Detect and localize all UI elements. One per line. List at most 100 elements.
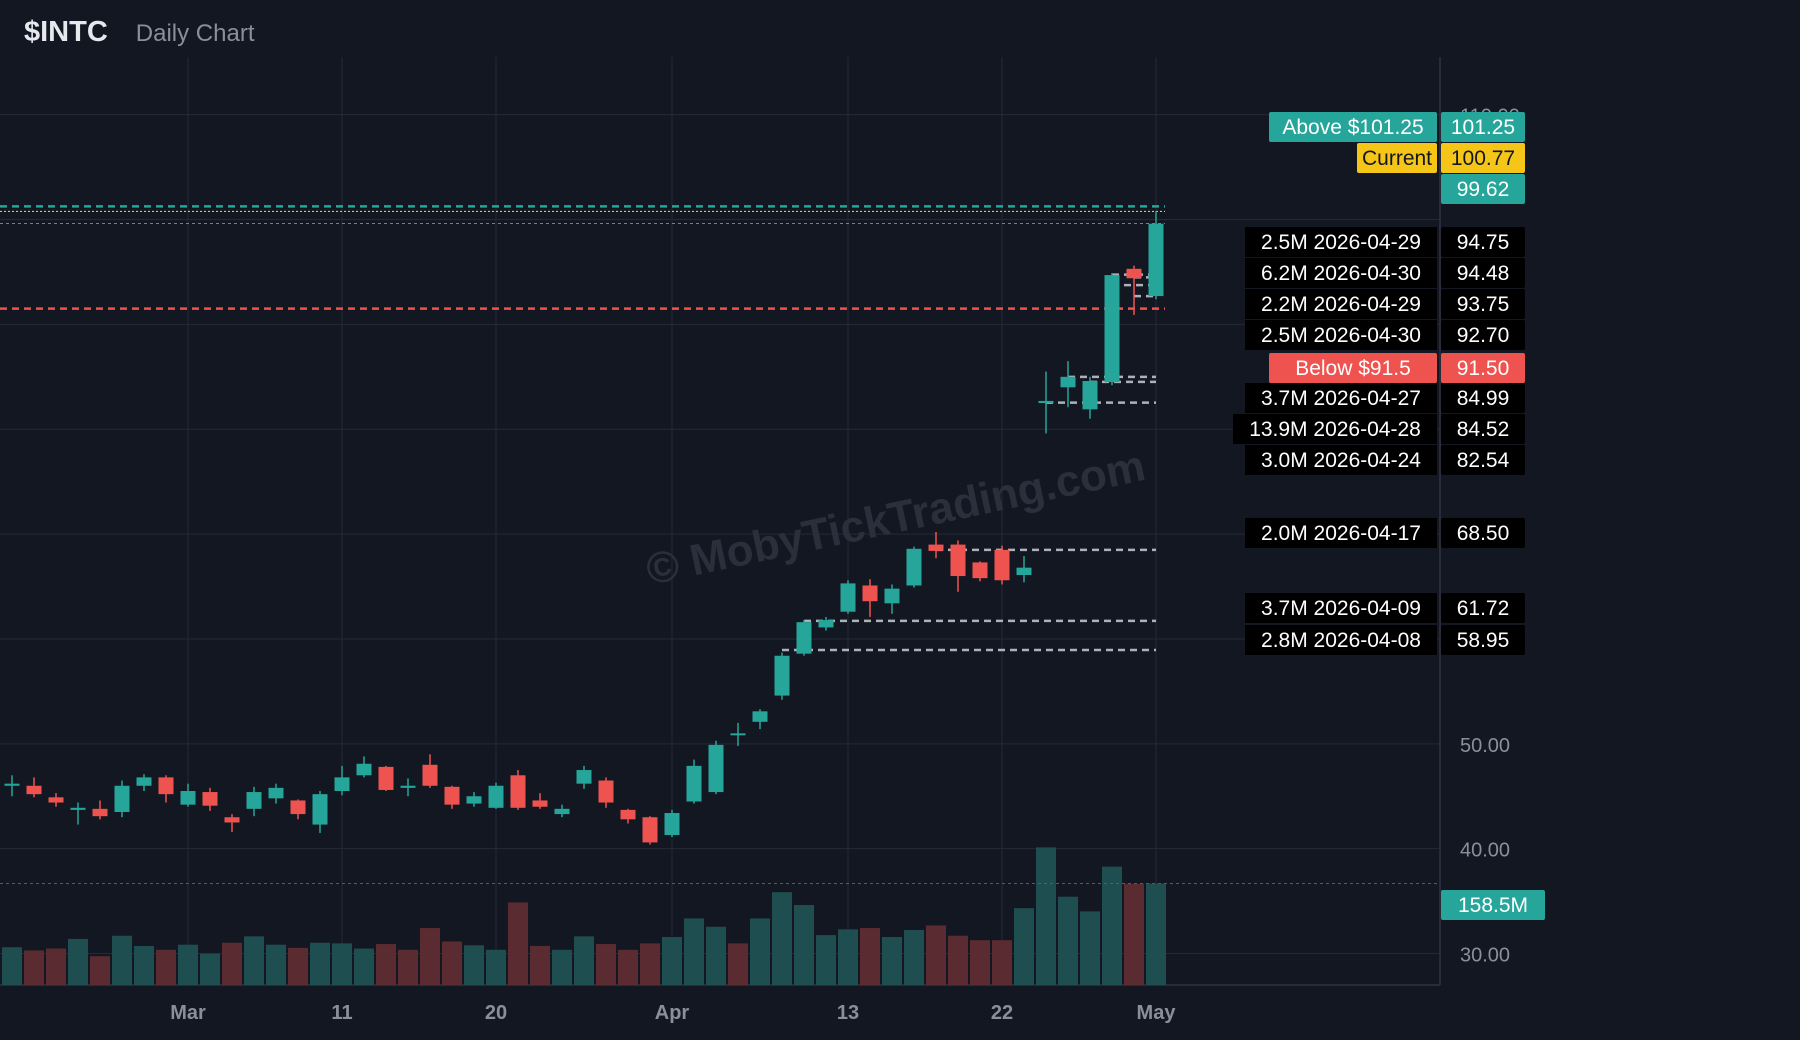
volume-bar [1036,847,1056,985]
volume-bar [90,956,110,985]
volume-level-tag: 3.7M 2026-04-09 [1261,597,1421,620]
volume-bar [200,953,220,985]
x-tick-label: Apr [655,1002,690,1024]
level-label-tag-bg [1269,353,1437,383]
candle-body [290,800,306,815]
volume-bar [1124,883,1144,985]
volume-level-price-bg [1441,414,1525,444]
candle-body [1016,567,1032,576]
volume-level-tag-bg [1233,414,1437,444]
level-label-tag: Current [1362,147,1432,170]
candle-body [26,785,42,795]
volume-bar [618,949,638,985]
volume-level-tag-bg [1245,518,1437,548]
volume-bar [1146,883,1166,985]
volume-bar [772,892,792,985]
volume-level-tag-bg [1245,625,1437,655]
volume-bar [750,918,770,985]
volume-level-tag-bg [1245,445,1437,475]
volume-level-tag: 2.5M 2026-04-29 [1261,231,1421,254]
volume-bar [24,950,44,985]
candle-body [1104,275,1120,383]
volume-level-price: 93.75 [1457,293,1510,316]
level-label-tag-bg [1357,143,1437,173]
volume-bar [486,949,506,985]
candle-body [928,544,944,551]
volume-level-tag: 2.5M 2026-04-30 [1261,324,1421,347]
candle-body [334,777,350,792]
volume-level-tag-bg [1245,320,1437,350]
volume-bar [816,935,836,985]
volume-bar [332,943,352,985]
volume-level-tag-bg [1245,289,1437,319]
candle-body [1038,400,1054,404]
candle-body [708,744,724,793]
volume-bar [112,935,132,985]
candle-body [972,562,988,579]
level-price-badge: 99.62 [1457,178,1510,201]
volume-bar [860,928,880,985]
candle-body [92,808,108,817]
volume-bar [684,918,704,985]
volume-bar [156,949,176,985]
candle-body [554,808,570,815]
volume-bar [926,925,946,985]
volume-bar [266,944,286,985]
level-label-tag: Below $91.5 [1295,357,1411,380]
volume-bar [1102,866,1122,985]
candle-body [158,777,174,795]
level-price-badge-bg [1441,174,1525,204]
candle-body [136,777,152,786]
time-axis[interactable]: Mar 11 20 Apr 13 22 May [170,1002,1176,1024]
level-labels: 101.25 Above $101.25 100.77 Current 99.62 91.… [1233,112,1545,920]
candle-body [862,585,878,602]
volume-level-tag: 3.0M 2026-04-24 [1261,449,1421,472]
candles [4,211,1164,845]
y-tick-label: 50.00 [1460,735,1510,757]
volume-level-price: 84.99 [1457,387,1510,410]
volume-level-price-bg [1441,445,1525,475]
volume-level-tag: 6.2M 2026-04-30 [1261,262,1421,285]
volume-level-price-bg [1441,227,1525,257]
candle-body [246,792,262,809]
volume-bar [1080,911,1100,985]
volume-level-price: 94.75 [1457,231,1510,254]
volume-level-tag-bg [1245,227,1437,257]
volume-level-tag: 13.9M 2026-04-28 [1249,418,1421,441]
volume-level-tag-bg [1245,593,1437,623]
candle-body [180,791,196,805]
candle-body [466,796,482,804]
volume-level-price-bg [1441,289,1525,319]
volume-bar [640,943,660,985]
candle-body [224,817,240,823]
candle-body [422,764,438,786]
candle-body [598,780,614,803]
volume-level-price-bg [1441,320,1525,350]
volume-bar [222,942,242,985]
candle-body [620,809,636,820]
volume-level-price: 94.48 [1457,262,1510,285]
volume-bar [794,905,814,985]
volume-level-tag-bg [1245,383,1437,413]
candle-body [906,548,922,586]
level-price-badge: 101.25 [1451,116,1515,139]
volume-bar [970,940,990,985]
x-tick-label: May [1137,1002,1177,1024]
volume-bar [2,947,22,985]
candle-body [730,733,746,736]
level-price-badge: 100.77 [1451,147,1515,170]
candle-body [268,787,284,799]
level-price-badge: 91.50 [1457,357,1510,380]
ticker-symbol[interactable]: $INTC [24,16,108,48]
volume-bar [948,935,968,985]
x-tick-label: 22 [991,1002,1013,1024]
volume-level-tag-bg [1245,258,1437,288]
volume-bar [1014,908,1034,985]
volume-bar [442,941,462,985]
candle-body [950,544,966,577]
level-price-badge-bg [1441,353,1525,383]
volume-level-tag: 2.2M 2026-04-29 [1261,293,1421,316]
candle-body [532,800,548,807]
x-tick-label: Mar [170,1002,206,1024]
